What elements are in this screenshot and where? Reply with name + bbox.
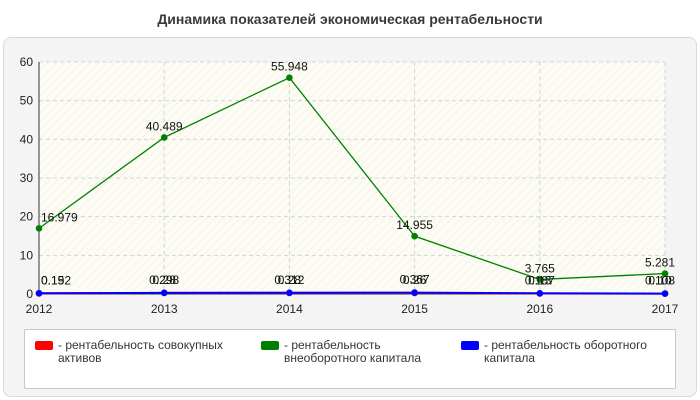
legend-label-working-capital: - рентабельность оборотного капитала — [484, 338, 647, 365]
y-tick-label: 10 — [20, 248, 34, 262]
legend-label-noncurrent-capital: - рентабельность внеоборотного капитала — [284, 338, 421, 365]
legend-swatch-noncurrent-capital — [261, 341, 279, 350]
x-tick-label: 2014 — [276, 302, 303, 316]
legend-item-working-capital[interactable]: - рентабельность оборотного капитала — [461, 339, 664, 365]
x-tick-label: 2017 — [652, 302, 679, 316]
x-tick-label: 2015 — [401, 302, 428, 316]
data-label-0: 0.28 — [278, 273, 302, 287]
data-label-0: 0.28 — [153, 273, 177, 287]
y-tick-label: 60 — [20, 55, 34, 69]
data-label-0: 0.26 — [403, 273, 427, 287]
y-tick-label: 40 — [20, 132, 34, 146]
data-label-2: 0.312 — [274, 273, 304, 287]
data-point-1 — [160, 134, 168, 141]
data-point-1 — [536, 276, 544, 283]
x-tick-label: 2016 — [526, 302, 553, 316]
legend-swatch-working-capital — [461, 341, 479, 350]
x-tick-label: 2013 — [151, 302, 178, 316]
data-label-2: 0.108 — [645, 274, 675, 288]
data-label-1: 40.489 — [146, 119, 183, 133]
chart-title: Динамика показателей экономическая рента… — [157, 11, 543, 27]
data-point-2 — [536, 289, 544, 297]
data-label-0: 0.10 — [648, 274, 672, 288]
legend-label-total-assets: - рентабельность совокупных активов — [58, 338, 223, 365]
data-point-2 — [411, 289, 418, 296]
data-label-1: 14.955 — [396, 218, 433, 232]
y-tick-label: 30 — [20, 171, 34, 185]
legend-swatch-total-assets — [35, 341, 53, 350]
data-point-1 — [411, 232, 418, 240]
y-tick-label: 20 — [20, 210, 34, 224]
data-point-2 — [661, 290, 669, 297]
data-label-1: 55.948 — [271, 60, 308, 74]
chart-legend: - рентабельность совокупных активов - ре… — [24, 329, 676, 389]
data-point-1 — [286, 74, 293, 81]
data-label-1: 3.765 — [525, 261, 555, 275]
data-point-1 — [661, 270, 669, 277]
data-point-2 — [160, 289, 168, 297]
y-tick-label: 50 — [20, 94, 34, 108]
data-point-2 — [286, 289, 293, 297]
data-label-1: 16.979 — [41, 210, 78, 224]
data-label-1: 5.281 — [645, 256, 675, 270]
data-point-2 — [35, 289, 43, 297]
data-label-2: 0.192 — [41, 273, 71, 287]
y-tick-label: 0 — [26, 287, 33, 301]
data-label-2: 0.367 — [400, 273, 430, 287]
data-point-1 — [35, 225, 43, 232]
data-label-2: 0.187 — [525, 273, 555, 287]
data-label-0: 0.15 — [41, 273, 65, 287]
x-tick-label: 2012 — [26, 302, 53, 316]
series-line-1 — [38, 76, 666, 281]
data-label-2: 0.298 — [149, 273, 179, 287]
series-line-2 — [38, 291, 666, 295]
data-label-0: 0.13 — [528, 273, 552, 287]
legend-item-total-assets[interactable]: - рентабельность совокупных активов — [35, 339, 238, 365]
legend-item-noncurrent-capital[interactable]: - рентабельность внеоборотного капитала — [261, 339, 464, 365]
